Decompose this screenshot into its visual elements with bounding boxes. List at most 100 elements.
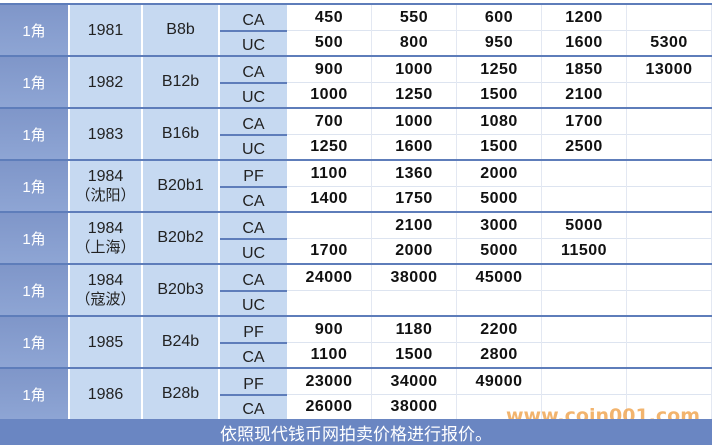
denomination-cell: 1角 <box>0 57 70 107</box>
grade-label: UC <box>241 245 266 262</box>
price-cell <box>627 161 712 186</box>
grade-cell: CA UC <box>220 213 287 263</box>
price-cell: 23000 <box>287 369 372 394</box>
grade-label: CA <box>242 349 265 366</box>
price-values: 23000 34000 49000 26000 38000 <box>287 369 712 419</box>
price-cell: 1600 <box>542 30 627 55</box>
price-table: 1角 1981 B8b CA UC 450 550 600 1200 500 800 950… <box>0 3 712 419</box>
price-cell: 450 <box>287 5 372 30</box>
price-cell: 1000 <box>287 82 372 107</box>
price-cell: 5000 <box>457 186 542 211</box>
grade-label: PF <box>220 317 287 344</box>
year-cell: 1986 <box>70 369 143 419</box>
denomination-cell: 1角 <box>0 5 70 55</box>
grade-label: CA <box>242 401 265 418</box>
price-cell: 5000 <box>457 238 542 263</box>
table-row-group: 1角 1983 B16b CA UC 700 1000 1080 1700 1250 16… <box>0 107 712 159</box>
grade-cell: PF CA <box>220 317 287 367</box>
year-cell: 1985 <box>70 317 143 367</box>
catalog-code-cell: B12b <box>143 57 220 107</box>
grade-label: PF <box>220 369 287 396</box>
table-row-group: 1角 1984 （上海） B20b2 CA UC 2100 3000 5000 170… <box>0 211 712 263</box>
price-row: 2100 3000 5000 <box>287 213 712 239</box>
price-row: 500 800 950 1600 5300 <box>287 30 712 55</box>
year-cell: 1983 <box>70 109 143 159</box>
price-cell <box>542 369 627 394</box>
price-cell <box>542 290 627 315</box>
price-cell <box>627 342 712 367</box>
catalog-code-cell: B24b <box>143 317 220 367</box>
price-cell: 13000 <box>627 57 712 82</box>
mint-place: （沈阳） <box>75 187 136 204</box>
price-values: 900 1180 2200 1100 1500 2800 <box>287 317 712 367</box>
price-cell: 1500 <box>457 134 542 159</box>
price-cell: 900 <box>287 57 372 82</box>
price-cell: 1850 <box>542 57 627 82</box>
price-cell: 1200 <box>542 5 627 30</box>
denomination-cell: 1角 <box>0 265 70 315</box>
price-cell: 1250 <box>457 57 542 82</box>
price-cell: 1100 <box>287 342 372 367</box>
price-cell: 950 <box>457 30 542 55</box>
price-cell: 1000 <box>372 57 457 82</box>
denomination-cell: 1角 <box>0 161 70 211</box>
price-cell: 1360 <box>372 161 457 186</box>
price-cell: 2500 <box>542 134 627 159</box>
price-row <box>287 290 712 315</box>
price-values: 1100 1360 2000 1400 1750 5000 <box>287 161 712 211</box>
price-cell: 24000 <box>287 265 372 290</box>
price-cell <box>372 290 457 315</box>
price-cell: 2000 <box>372 238 457 263</box>
price-cell <box>627 369 712 394</box>
grade-label: CA <box>220 109 287 136</box>
year-text: 1984 <box>87 220 124 237</box>
table-row-group: 1角 1981 B8b CA UC 450 550 600 1200 500 800 950… <box>0 3 712 55</box>
year-cell: 1984 （寇波） <box>70 265 143 315</box>
price-cell: 1000 <box>372 109 457 134</box>
price-cell <box>542 161 627 186</box>
grade-label: UC <box>241 141 266 158</box>
price-cell: 1080 <box>457 109 542 134</box>
year-cell: 1981 <box>70 5 143 55</box>
grade-label: UC <box>241 297 266 314</box>
price-cell <box>627 317 712 342</box>
price-cell: 2100 <box>372 213 457 238</box>
price-cell: 34000 <box>372 369 457 394</box>
year-cell: 1982 <box>70 57 143 107</box>
mint-place: （上海） <box>75 239 136 256</box>
grade-label: CA <box>220 265 287 292</box>
grade-label: CA <box>220 213 287 240</box>
catalog-code-cell: B28b <box>143 369 220 419</box>
price-cell <box>542 342 627 367</box>
price-cell: 1600 <box>372 134 457 159</box>
price-cell: 900 <box>287 317 372 342</box>
grade-label: PF <box>220 161 287 188</box>
price-cell <box>627 82 712 107</box>
price-cell: 5000 <box>542 213 627 238</box>
denomination-cell: 1角 <box>0 317 70 367</box>
table-row-group: 1角 1986 B28b PF CA 23000 34000 49000 26000 3… <box>0 367 712 419</box>
price-cell: 2100 <box>542 82 627 107</box>
price-row: 1250 1600 1500 2500 <box>287 134 712 159</box>
price-values: 900 1000 1250 1850 13000 1000 1250 1500 2100 <box>287 57 712 107</box>
grade-label: CA <box>242 193 265 210</box>
price-values: 24000 38000 45000 <box>287 265 712 315</box>
price-row: 1100 1500 2800 <box>287 342 712 367</box>
price-cell: 1750 <box>372 186 457 211</box>
price-cell: 2800 <box>457 342 542 367</box>
year-text: 1981 <box>87 21 124 39</box>
price-row: 1400 1750 5000 <box>287 186 712 211</box>
price-cell: 800 <box>372 30 457 55</box>
table-row-group: 1角 1984 （沈阳） B20b1 PF CA 1100 1360 2000 140… <box>0 159 712 211</box>
denomination-cell: 1角 <box>0 213 70 263</box>
grade-cell: PF CA <box>220 161 287 211</box>
price-row: 700 1000 1080 1700 <box>287 109 712 135</box>
denomination-cell: 1角 <box>0 369 70 419</box>
grade-cell: CA UC <box>220 109 287 159</box>
price-row: 900 1000 1250 1850 13000 <box>287 57 712 83</box>
grade-label: CA <box>220 5 287 32</box>
year-text: 1983 <box>87 125 124 143</box>
price-cell: 1100 <box>287 161 372 186</box>
price-values: 700 1000 1080 1700 1250 1600 1500 2500 <box>287 109 712 159</box>
catalog-code-cell: B20b1 <box>143 161 220 211</box>
